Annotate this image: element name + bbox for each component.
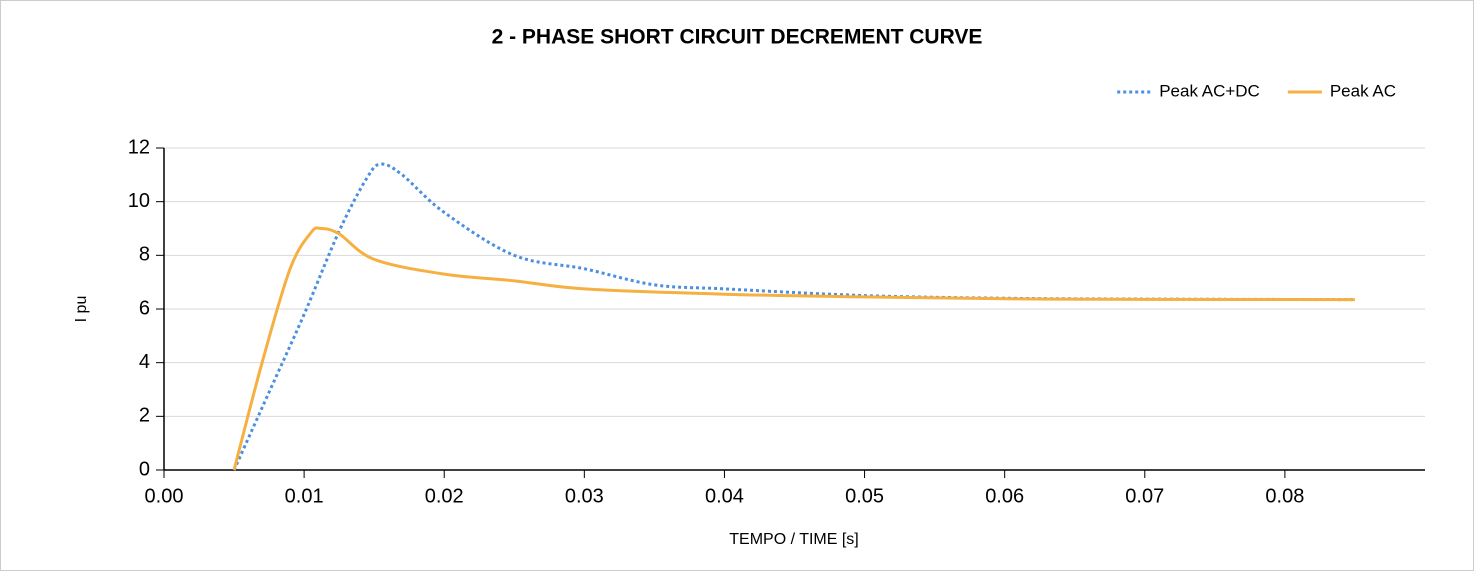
x-tick-label: 0.01	[285, 485, 324, 507]
legend-label: Peak AC+DC	[1159, 81, 1260, 100]
x-axis-label: TEMPO / TIME [s]	[729, 531, 859, 548]
y-tick-label: 6	[139, 297, 150, 319]
y-tick-label: 8	[139, 244, 150, 266]
x-tick-label: 0.08	[1265, 485, 1304, 507]
x-tick-label: 0.00	[145, 485, 184, 507]
x-tick-label: 0.02	[425, 485, 464, 507]
x-tick-label: 0.04	[705, 485, 744, 507]
x-tick-label: 0.05	[845, 485, 884, 507]
chart-title: 2 - PHASE SHORT CIRCUIT DECREMENT CURVE	[492, 26, 983, 49]
y-tick-label: 10	[128, 190, 150, 212]
x-tick-label: 0.06	[985, 485, 1024, 507]
y-tick-label: 0	[139, 458, 150, 480]
y-tick-label: 2	[139, 405, 150, 427]
y-tick-label: 4	[139, 351, 150, 373]
series-line	[232, 226, 1355, 471]
legend-label: Peak AC	[1330, 81, 1396, 100]
y-tick-label: 12	[128, 136, 150, 158]
x-tick-label: 0.07	[1125, 485, 1164, 507]
x-tick-label: 0.03	[565, 485, 604, 507]
y-axis-label: I pu	[73, 296, 90, 323]
